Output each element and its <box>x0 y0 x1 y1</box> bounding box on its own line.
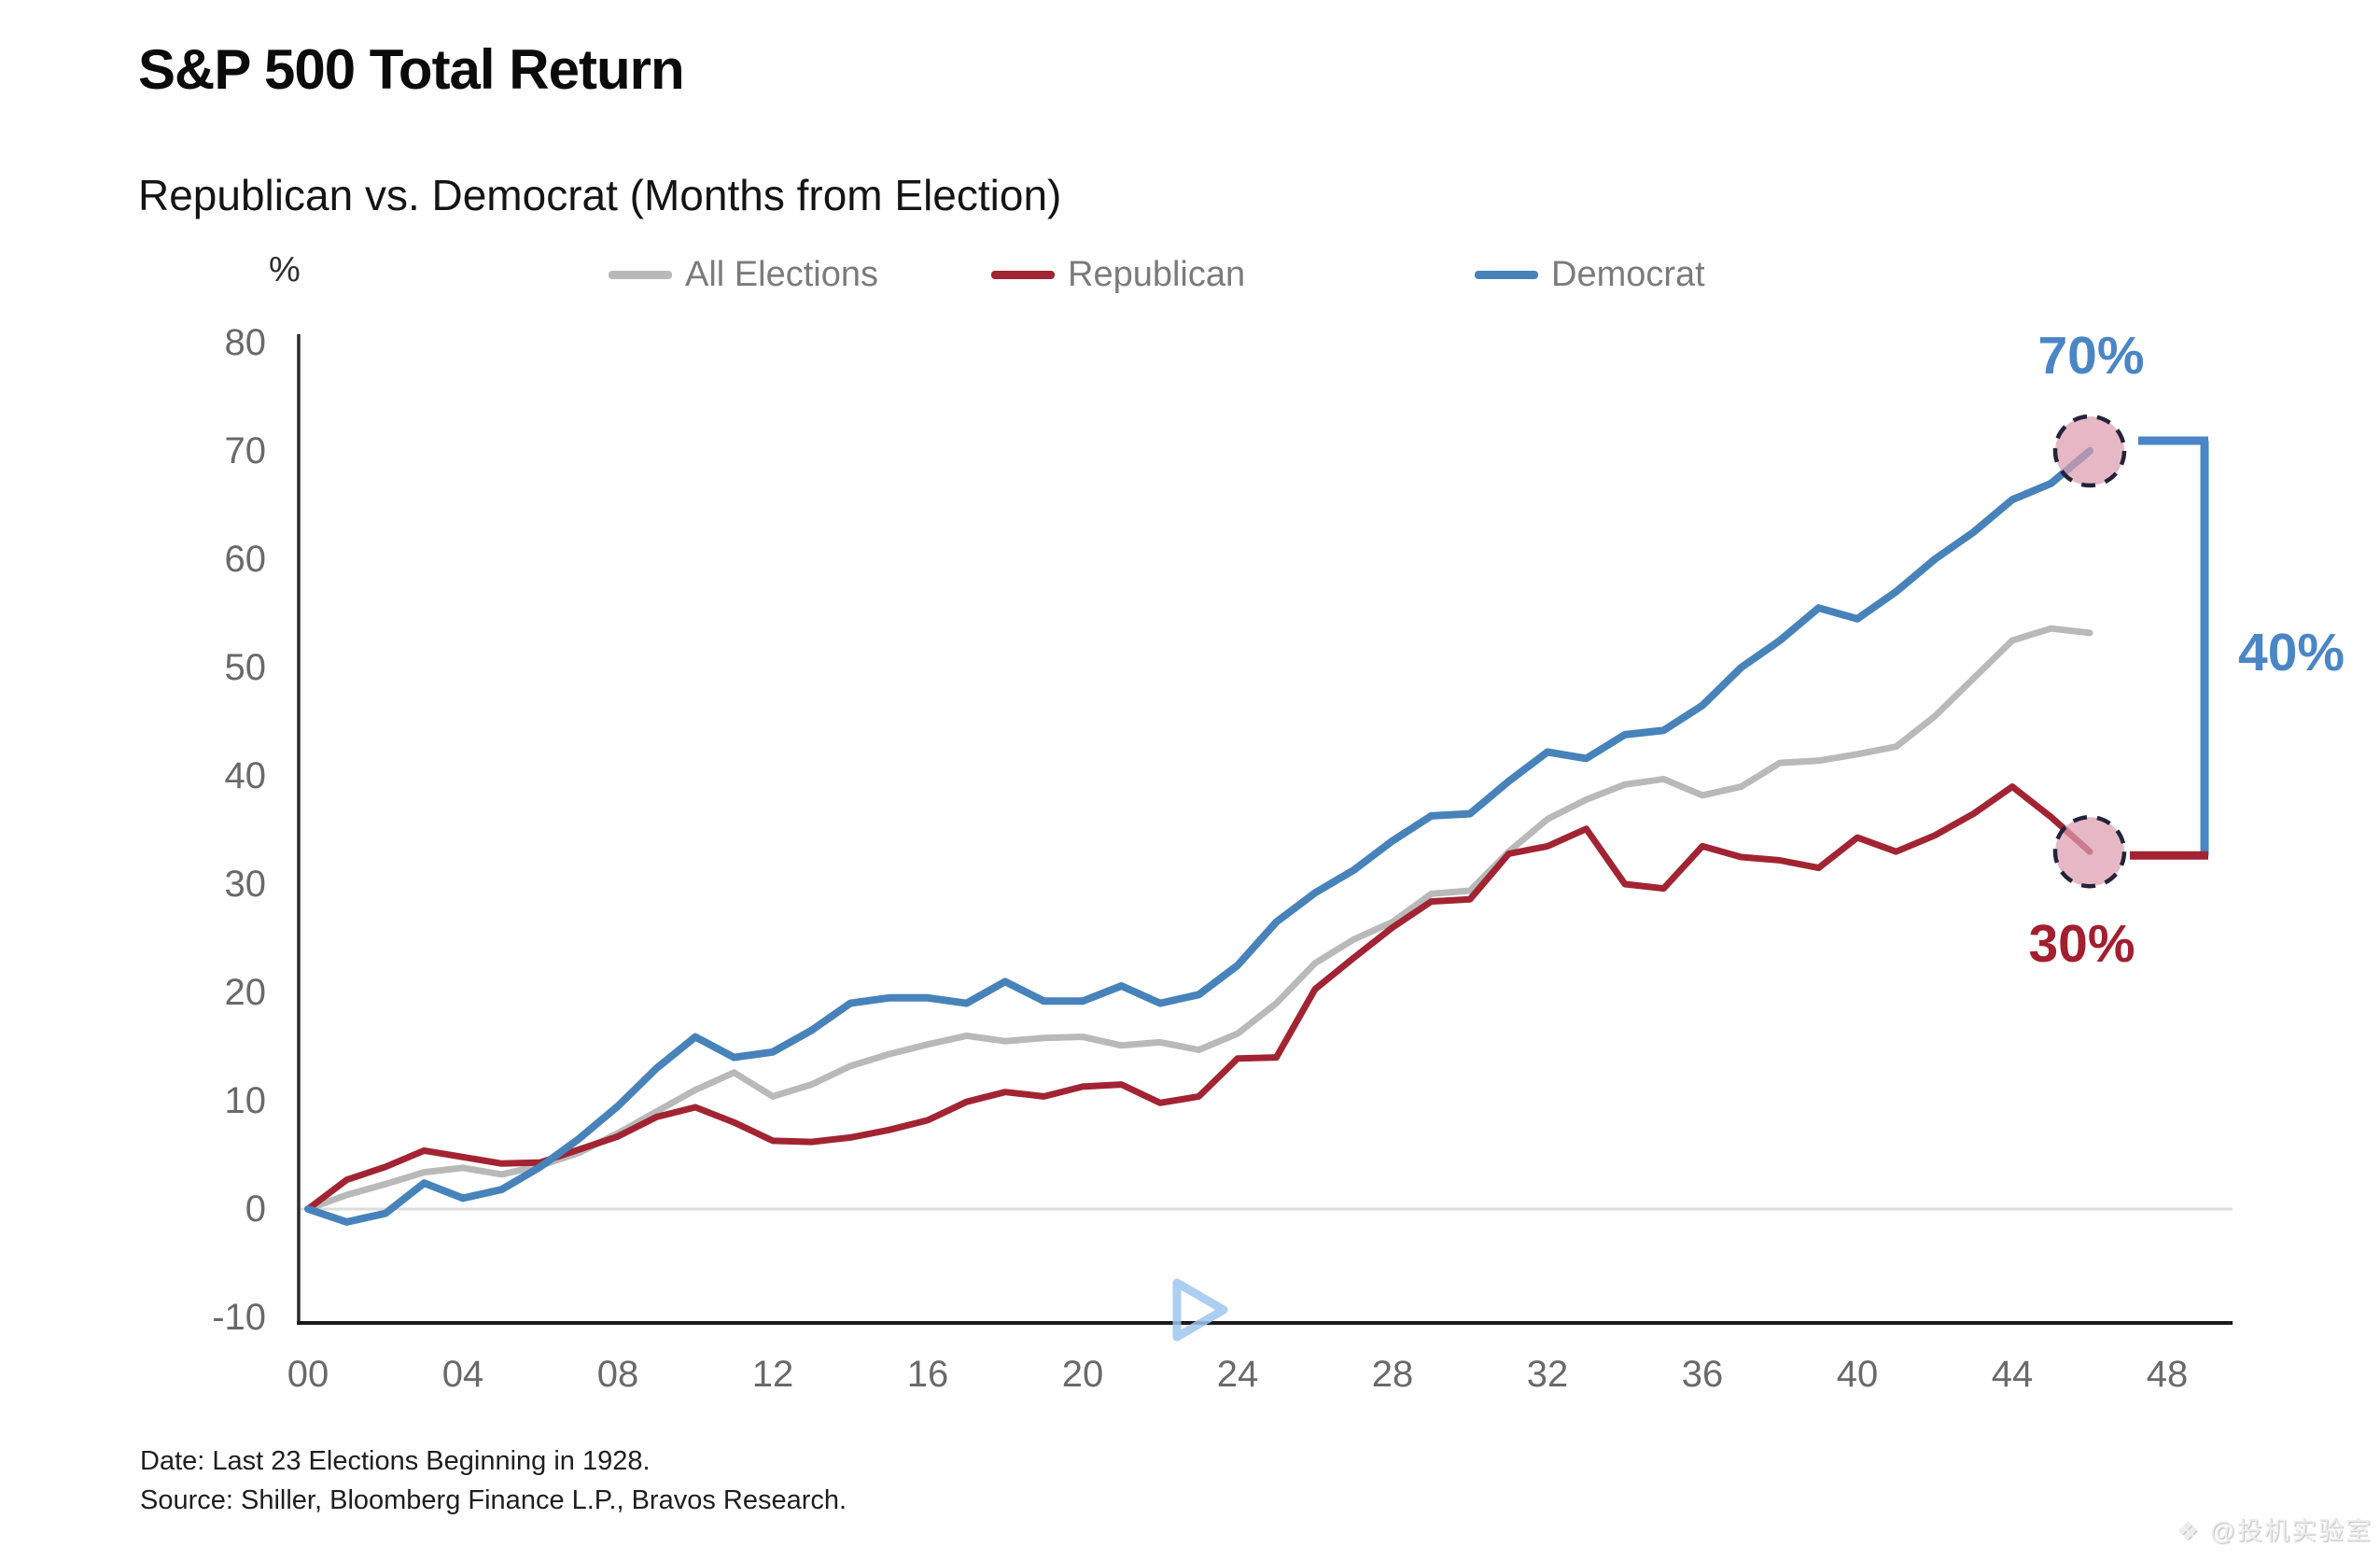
republican-endpoint-marker <box>2052 814 2127 889</box>
x-tick-label-32: 32 <box>1526 1354 1569 1395</box>
series-line-all-elections <box>304 625 2093 1213</box>
legend-swatch-icon <box>991 270 1055 279</box>
x-tick-label-44: 44 <box>1991 1354 2034 1395</box>
legend-item-all-elections: All Elections <box>609 254 878 295</box>
watermark: ❖ @投机实验室 <box>2176 1517 2373 1545</box>
series-line-republican <box>304 783 2093 1213</box>
legend-label: All Elections <box>685 254 878 294</box>
y-tick-label-70: 70 <box>224 430 267 471</box>
x-tick-label-28: 28 <box>1371 1354 1414 1395</box>
play-icon[interactable] <box>1172 1278 1228 1342</box>
legend-item-democrat: Democrat <box>1475 254 1705 295</box>
date-note: Date: Last 23 Elections Beginning in 192… <box>140 1446 651 1476</box>
republican-endpoint-label: 30% <box>2028 914 2135 974</box>
legend-label: Democrat <box>1551 254 1705 294</box>
legend-swatch-icon <box>609 270 672 279</box>
x-tick-label-36: 36 <box>1681 1354 1724 1395</box>
y-tick-label-0: 0 <box>245 1188 266 1230</box>
x-tick-label-00: 00 <box>287 1354 329 1395</box>
page-title: S&P 500 Total Return <box>138 38 685 101</box>
y-axis-unit-label: % <box>269 250 301 289</box>
democrat-endpoint-label: 70% <box>2037 326 2145 386</box>
spread-gap-label: 40% <box>2238 623 2345 682</box>
legend-item-republican: Republican <box>991 254 1245 295</box>
y-tick-label-60: 60 <box>224 539 267 580</box>
footnotes: Date: Last 23 Elections Beginning in 192… <box>140 1441 847 1520</box>
source-note: Source: Shiller, Bloomberg Finance L.P.,… <box>140 1485 847 1515</box>
x-tick-label-16: 16 <box>906 1354 949 1395</box>
legend-label: Republican <box>1068 254 1246 294</box>
y-tick-label-10: 10 <box>224 1080 267 1121</box>
x-tick-label-24: 24 <box>1216 1354 1259 1395</box>
x-tick-label-20: 20 <box>1061 1354 1104 1395</box>
y-tick-label-20: 20 <box>224 972 267 1013</box>
y-tick-label-40: 40 <box>224 755 267 796</box>
y-tick-label-30: 30 <box>224 864 267 905</box>
x-tick-label-40: 40 <box>1836 1354 1879 1395</box>
x-tick-label-48: 48 <box>2146 1354 2189 1395</box>
chart-subtitle: Republican vs. Democrat (Months from Ele… <box>138 171 1062 219</box>
democrat-endpoint-marker <box>2052 414 2127 488</box>
series-line-democrat <box>304 447 2093 1226</box>
y-tick-label--10: -10 <box>212 1297 266 1338</box>
y-tick-label-80: 80 <box>224 322 267 363</box>
x-tick-label-08: 08 <box>596 1354 639 1395</box>
x-tick-label-04: 04 <box>441 1354 484 1395</box>
legend-swatch-icon <box>1475 270 1538 279</box>
x-tick-label-12: 12 <box>751 1354 794 1395</box>
y-tick-label-50: 50 <box>224 647 267 688</box>
